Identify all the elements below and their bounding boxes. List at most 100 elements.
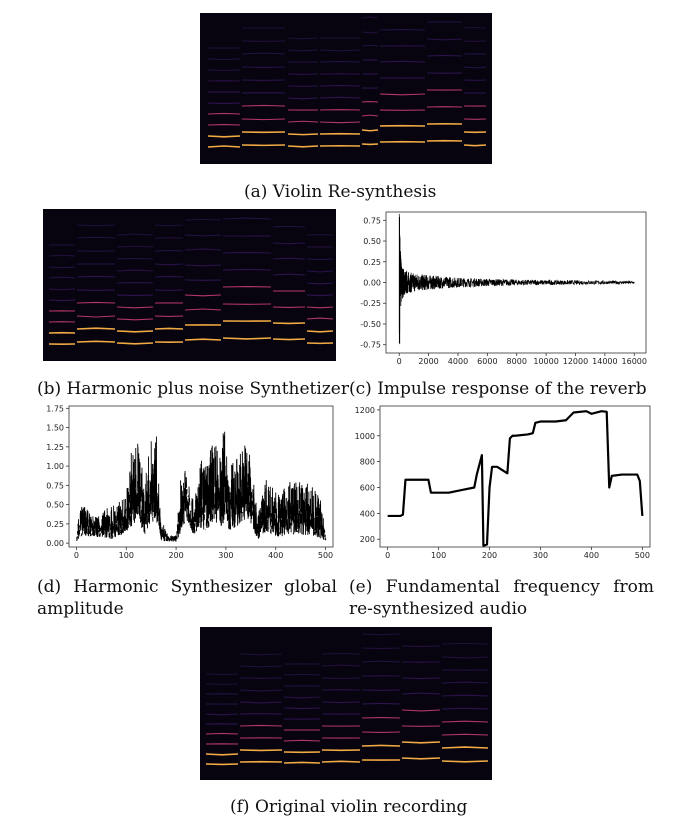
harmonic-stripe (441, 707, 489, 710)
impulse-response-line (398, 213, 635, 345)
harmonic-stripe (116, 257, 154, 260)
x-tick-label: 0 (385, 551, 390, 560)
harmonic-stripe (76, 327, 116, 330)
y-tick-label: 0.75 (46, 481, 64, 490)
harmonic-stripe (76, 275, 116, 278)
harmonic-stripe (207, 145, 241, 148)
harmonic-stripe (207, 58, 241, 61)
harmonic-stripe (207, 135, 241, 138)
chart-impulse-response: 0 2000 4000 6000 8000 10000 12000 14000 16000 0.7… (348, 208, 653, 370)
harmonic-stripe (463, 66, 487, 69)
caption-c: (c) Impulse response of the reverb (349, 379, 647, 399)
chart-global-amplitude: 0 100 200 300 400 500 0.00 0.25 0.50 0.75 1.00 1.25… (33, 402, 338, 564)
harmonic-stripe (306, 258, 334, 261)
harmonic-stripe (48, 254, 76, 257)
harmonic-stripe (116, 330, 154, 333)
harmonic-stripe (463, 144, 487, 147)
harmonic-stripe (154, 275, 184, 278)
y-tick-label: 1.75 (46, 404, 64, 413)
y-tick-label: 0.50 (363, 237, 381, 246)
harmonic-stripe (401, 741, 441, 744)
y-tick-label: 800 (360, 458, 375, 467)
harmonic-stripe (116, 294, 154, 297)
x-tick-label: 300 (218, 551, 233, 560)
harmonic-stripe (306, 306, 334, 309)
harmonic-stripe (361, 129, 379, 132)
harmonic-stripe (401, 709, 441, 712)
harmonic-stripe (361, 16, 379, 19)
harmonic-stripe (306, 330, 334, 333)
harmonic-stripe (272, 338, 306, 341)
x-tick-label: 200 (168, 551, 183, 560)
harmonic-stripe (48, 288, 76, 291)
harmonic-stripe (239, 724, 283, 727)
harmonic-stripe (361, 744, 401, 747)
harmonic-stripe (222, 217, 272, 220)
harmonic-stripe (222, 268, 272, 271)
harmonic-stripe (76, 315, 116, 318)
harmonic-stripe (272, 273, 306, 276)
y-tick-label: 0.75 (363, 216, 381, 225)
caption-e: (e) Fundamental frequency from re-synthe… (349, 577, 654, 619)
harmonic-stripe (441, 720, 489, 723)
x-tick-label: 500 (318, 551, 333, 560)
harmonic-stripe (287, 120, 319, 123)
y-tick-label: 1000 (355, 432, 375, 441)
harmonic-stripe (205, 713, 239, 716)
x-tick-label: 14000 (592, 357, 617, 366)
harmonic-stripe (48, 299, 76, 302)
harmonic-stripe (306, 233, 334, 236)
harmonic-stripe (272, 225, 306, 228)
plot-frame (68, 405, 334, 548)
harmonic-stripe (239, 665, 283, 668)
harmonic-stripe (441, 760, 489, 763)
y-tick-label: 0.25 (46, 520, 64, 529)
harmonic-stripe (287, 133, 319, 136)
harmonic-stripe (116, 245, 154, 248)
harmonic-stripe (321, 664, 361, 667)
harmonic-stripe (306, 294, 334, 297)
x-tick-label: 300 (533, 551, 548, 560)
harmonic-stripe (116, 318, 154, 321)
y-tick-label: 1200 (355, 406, 375, 415)
x-tick-label: 0 (74, 551, 79, 560)
harmonic-stripe (306, 282, 334, 285)
x-tick-label: 6000 (477, 357, 497, 366)
harmonic-stripe (361, 44, 379, 47)
x-tick-label: 12000 (563, 357, 588, 366)
y-tick-label: 0.00 (363, 279, 381, 288)
x-tick-label: 2000 (418, 357, 438, 366)
harmonic-stripe (441, 656, 489, 659)
y-tick-label: 1.00 (46, 462, 64, 471)
y-tick-label: 0.00 (46, 539, 64, 548)
y-tick-label: 600 (360, 483, 375, 492)
harmonic-stripe (321, 701, 361, 704)
harmonic-stripe (272, 242, 306, 245)
x-tick-label: 400 (268, 551, 283, 560)
harmonic-stripe (287, 97, 319, 100)
harmonic-stripe (283, 696, 321, 699)
x-tick-label: 10000 (533, 357, 558, 366)
y-tick-label: -0.50 (360, 320, 381, 329)
y-tick-label: 1.50 (46, 424, 64, 433)
harmonic-stripe (184, 248, 222, 251)
harmonic-stripe (184, 264, 222, 267)
harmonic-stripe (184, 308, 222, 311)
caption-b: (b) Harmonic plus noise Synthetizer (37, 379, 349, 399)
amplitude-lines (76, 431, 327, 542)
x-tick-label: 4000 (448, 357, 468, 366)
caption-a: (a) Violin Re-synthesis (244, 182, 437, 202)
harmonic-stripe (379, 93, 426, 96)
caption-d: (d) Harmonic Synthesizer global amplitud… (37, 577, 337, 619)
harmonic-stripe (239, 653, 283, 656)
caption-f: (f) Original violin recording (230, 797, 468, 817)
x-tick-label: 500 (635, 551, 650, 560)
harmonic-stripe (241, 118, 286, 121)
harmonic-stripe (283, 761, 321, 764)
harmonic-stripe (116, 342, 154, 345)
x-tick-label: 100 (431, 551, 446, 560)
harmonic-stripe (154, 263, 184, 266)
harmonic-stripe (361, 702, 401, 705)
x-tick-label: 8000 (507, 357, 527, 366)
harmonic-stripe (361, 114, 379, 117)
